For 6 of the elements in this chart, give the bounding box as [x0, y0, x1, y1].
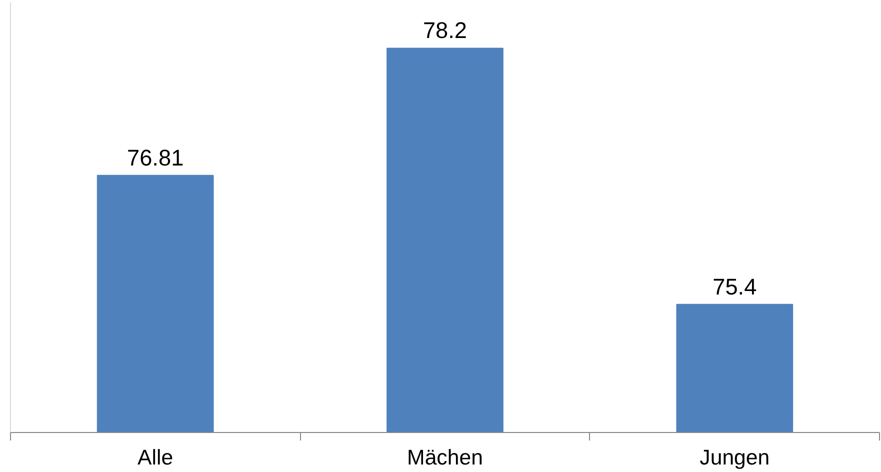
data-label: 76.81 — [126, 144, 184, 170]
x-tick-label: Mächen — [407, 446, 483, 470]
data-label: 78.2 — [422, 17, 468, 44]
data-label: 75.4 — [712, 273, 757, 300]
x-tick-label: Alle — [138, 446, 174, 470]
x-tick-label: Jungen — [700, 446, 770, 470]
